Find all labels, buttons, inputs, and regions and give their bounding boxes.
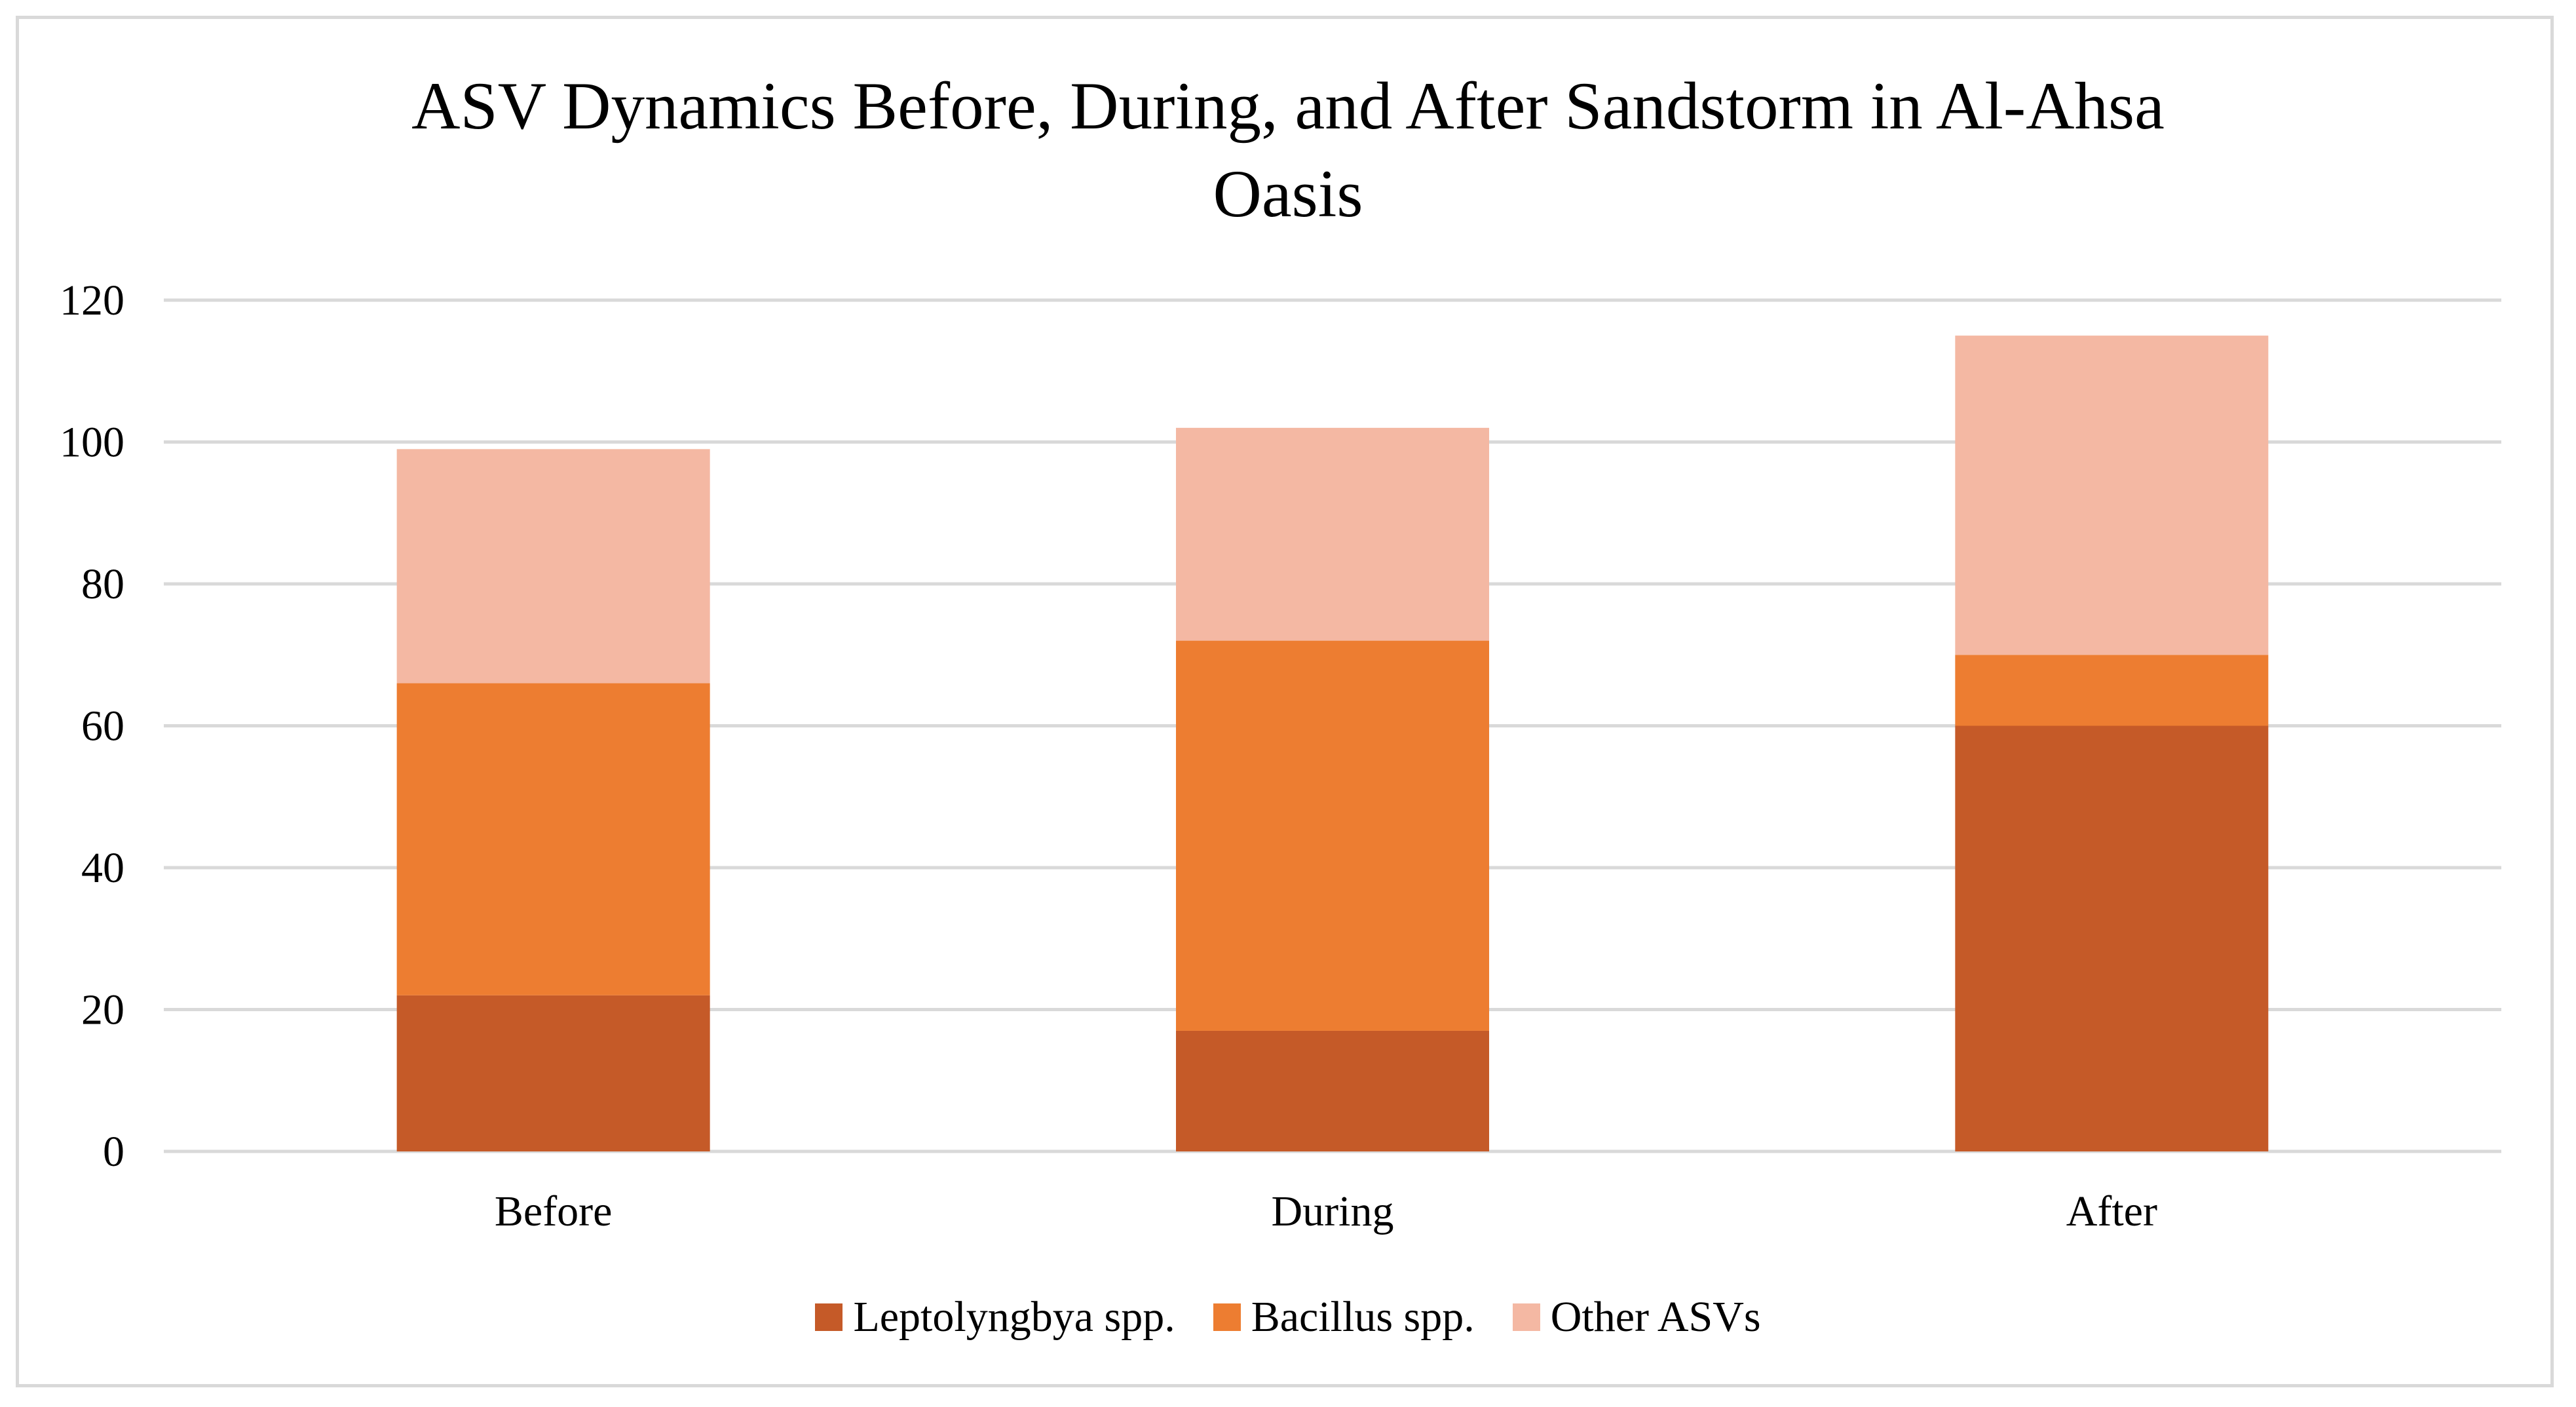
y-tick-label-60: 60 xyxy=(81,703,124,750)
y-tick-label-100: 100 xyxy=(60,419,124,467)
legend-item-other-asvs: Other ASVs xyxy=(1512,1292,1761,1342)
legend-swatch-leptolyngbya xyxy=(815,1303,843,1331)
legend-item-leptolyngbya: Leptolyngbya spp. xyxy=(815,1292,1175,1342)
bar-after-series-1 xyxy=(1955,655,2269,726)
x-category-label-during: During xyxy=(1272,1187,1394,1235)
x-category-label-after: After xyxy=(2066,1187,2157,1235)
x-axis-categories: Before During After xyxy=(495,1187,2157,1235)
y-tick-label-120: 120 xyxy=(60,277,124,324)
x-category-label-before: Before xyxy=(495,1187,613,1235)
bars xyxy=(396,336,2269,1151)
bar-during-series-0 xyxy=(1176,1030,1489,1151)
bar-after-series-0 xyxy=(1955,725,2269,1151)
y-tick-label-80: 80 xyxy=(81,560,124,608)
chart-title-line-2: Oasis xyxy=(1213,157,1363,231)
y-axis-ticks: 0 20 40 60 80 100 120 xyxy=(60,277,124,1176)
bar-during-series-2 xyxy=(1176,427,1489,641)
legend-label-leptolyngbya: Leptolyngbya spp. xyxy=(853,1293,1175,1341)
bar-before-series-0 xyxy=(396,995,710,1151)
legend: Leptolyngbya spp. Bacillus spp. Other AS… xyxy=(0,1288,2576,1347)
chart-title: ASV Dynamics Before, During, and After S… xyxy=(0,62,2576,238)
legend-label-other-asvs: Other ASVs xyxy=(1550,1293,1761,1341)
y-tick-label-0: 0 xyxy=(103,1128,124,1176)
bar-during-series-1 xyxy=(1176,640,1489,1031)
y-tick-label-20: 20 xyxy=(81,986,124,1034)
bar-after-series-2 xyxy=(1955,336,2269,655)
legend-label-bacillus: Bacillus spp. xyxy=(1251,1293,1475,1341)
legend-swatch-bacillus xyxy=(1213,1303,1241,1331)
chart-title-line-1: ASV Dynamics Before, During, and After S… xyxy=(411,69,2165,144)
legend-swatch-other-asvs xyxy=(1512,1303,1540,1331)
legend-item-bacillus: Bacillus spp. xyxy=(1213,1292,1475,1342)
bar-before-series-1 xyxy=(396,683,710,995)
y-tick-label-40: 40 xyxy=(81,844,124,892)
bar-before-series-2 xyxy=(396,449,710,684)
